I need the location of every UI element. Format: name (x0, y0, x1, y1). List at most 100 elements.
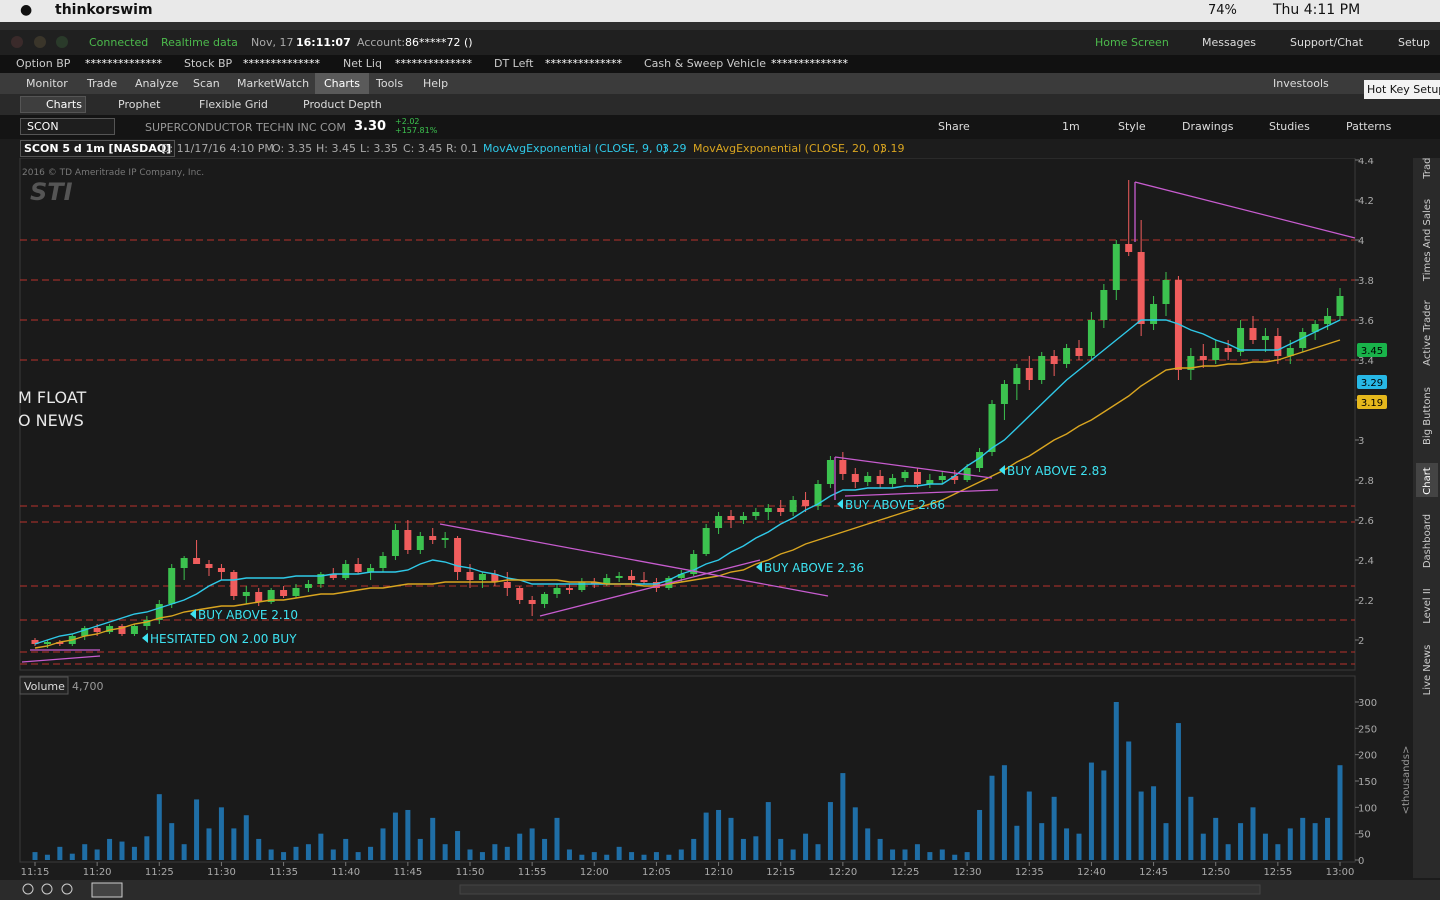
side-tab[interactable]: Dashboard (1422, 514, 1433, 568)
candle-body (1187, 356, 1195, 370)
volume-bar (939, 849, 945, 860)
symbol-input[interactable]: SCON (20, 118, 115, 135)
subtab[interactable]: Prophet (118, 98, 161, 111)
volume-bar (1200, 833, 1206, 860)
side-tab[interactable]: Level II (1422, 588, 1433, 623)
volume-bar (368, 846, 374, 860)
volume-panel (19, 675, 1356, 863)
app-name[interactable]: thinkorswim (55, 2, 153, 18)
drawing-toggle[interactable] (91, 882, 123, 898)
support[interactable]: Support/Chat (1290, 36, 1363, 49)
y-tick-label: 2.8 (1358, 476, 1374, 487)
window-close[interactable] (11, 36, 23, 48)
zoom-out[interactable] (61, 883, 73, 895)
battery[interactable]: 74% (1208, 3, 1237, 18)
subtab[interactable]: Product Depth (303, 98, 382, 111)
volume-bar (542, 838, 548, 860)
candle-body (1199, 356, 1207, 360)
subtab[interactable]: Flexible Grid (199, 98, 268, 111)
tab[interactable]: Monitor (26, 77, 68, 90)
drawings-button[interactable]: Drawings (1182, 120, 1234, 133)
zoom-in[interactable] (41, 883, 53, 895)
balance-value: ************** (85, 57, 162, 70)
volume-bar (69, 853, 75, 860)
apple-menu[interactable]: ● (20, 2, 33, 18)
candle-body (304, 584, 312, 588)
annotation: HESITATED ON 2.00 BUY (150, 632, 297, 646)
balances-bar: Option BP ************** Stock BP ******… (0, 55, 1440, 73)
candle-body (876, 476, 884, 484)
volume-bar (1163, 823, 1169, 860)
volume-bar (82, 844, 88, 860)
messages[interactable]: Messages (1202, 36, 1256, 49)
candle-body (727, 516, 735, 520)
x-tick-label: 12:40 (1077, 867, 1106, 878)
candle-body (802, 500, 810, 506)
subtab[interactable]: Charts (46, 98, 82, 111)
bar-low: L: 3.35 (360, 142, 398, 155)
studies-button[interactable]: Studies (1269, 120, 1310, 133)
candle-body (1261, 336, 1269, 340)
side-tab[interactable]: Trade (1422, 151, 1433, 179)
chart-title: SCON 5 d 1m [NASDAQ] (20, 140, 176, 157)
candle-body (615, 576, 623, 578)
trendline (834, 456, 993, 479)
patterns-button[interactable]: Patterns (1346, 120, 1392, 133)
tab-active[interactable]: Charts (315, 73, 369, 94)
bar-open: O: 3.35 (272, 142, 313, 155)
window-zoom[interactable] (56, 36, 68, 48)
candle-body (1013, 368, 1021, 384)
volume-bar (479, 852, 485, 860)
period-button[interactable]: 1m (1062, 120, 1080, 133)
investools[interactable]: Investools (1273, 77, 1329, 90)
tab[interactable]: MarketWatch (237, 77, 310, 90)
scrollbar[interactable] (459, 884, 1261, 895)
trendlines (21, 181, 1356, 663)
tab[interactable]: Help (423, 77, 449, 90)
candle-body (913, 472, 921, 484)
time: 16:11:07 (296, 36, 351, 49)
account[interactable]: 86*****72 () (405, 36, 473, 49)
candle-body (317, 574, 325, 584)
side-tab[interactable]: Live News (1422, 645, 1433, 696)
setup[interactable]: Setup (1398, 36, 1431, 49)
balance-label: Option BP (16, 57, 71, 70)
volume-bar (343, 838, 349, 860)
volume-bar (1101, 770, 1107, 860)
trendline (1134, 181, 1356, 239)
tab[interactable]: Scan (193, 77, 220, 90)
candle-body (230, 572, 238, 596)
style-button[interactable]: Style (1118, 120, 1146, 133)
zoom-button[interactable] (22, 883, 34, 895)
volume-bar (1051, 796, 1057, 860)
volume-bar (1076, 833, 1082, 860)
side-tab[interactable]: Big Buttons (1422, 387, 1433, 445)
y-tick-label: 3 (1358, 436, 1364, 447)
volume-bar (380, 828, 386, 860)
tab[interactable]: Tools (376, 77, 404, 90)
share-button[interactable]: Share (938, 120, 970, 133)
side-tab[interactable]: Times And Sales (1422, 199, 1433, 282)
volume-bar (1250, 807, 1256, 860)
side-tab[interactable]: Chart (1422, 467, 1433, 495)
side-tab[interactable]: Active Trader (1422, 299, 1433, 365)
candle-body (1063, 348, 1071, 364)
candle-body (988, 404, 996, 452)
candle-body (503, 582, 511, 588)
tab[interactable]: Analyze (135, 77, 179, 90)
volume-bar (902, 849, 908, 860)
x-tick-label: 12:15 (766, 867, 795, 878)
candle-body (739, 516, 747, 520)
y-tick-label: 2.2 (1358, 596, 1374, 607)
x-tick-label: 11:50 (456, 867, 485, 878)
candle-body (342, 564, 350, 578)
candle-body (839, 460, 847, 474)
clock[interactable]: Thu 4:11 PM (1273, 2, 1361, 18)
home-screen[interactable]: Home Screen (1095, 36, 1169, 49)
volume-bar (318, 833, 324, 860)
candle-body (292, 588, 300, 596)
tab[interactable]: Trade (87, 77, 118, 90)
date: Nov, 17 (251, 36, 294, 49)
window-minimize[interactable] (34, 36, 46, 48)
